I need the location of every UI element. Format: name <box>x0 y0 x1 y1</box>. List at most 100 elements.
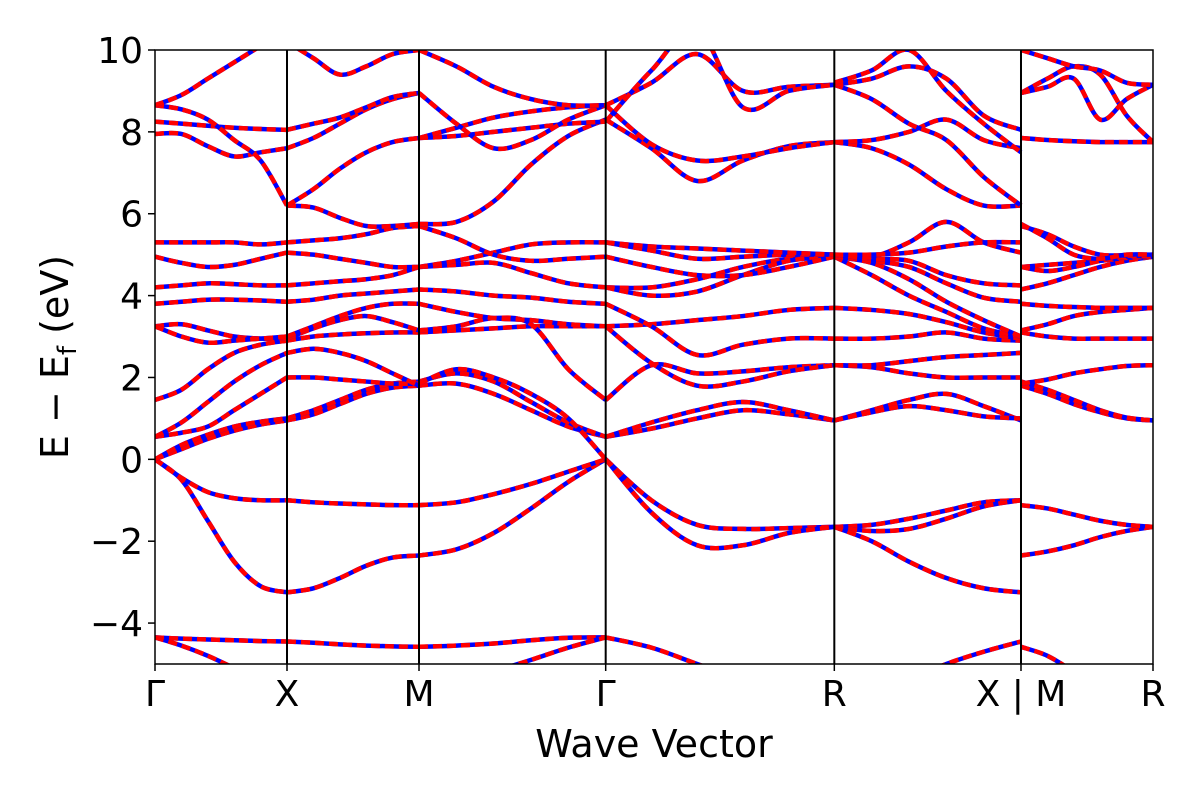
band-line <box>834 330 1022 343</box>
y-tick-label: −4 <box>90 604 143 645</box>
band-line <box>604 103 835 164</box>
band-line-base <box>286 498 420 508</box>
y-tick-label: −2 <box>90 522 143 563</box>
band-line-base <box>286 203 420 229</box>
band-line <box>418 366 608 461</box>
x-axis-title: Wave Vector <box>535 722 773 766</box>
band-line-base <box>1020 644 1066 664</box>
band-line <box>833 82 1023 208</box>
band-line <box>155 418 288 462</box>
band-line <box>418 457 607 558</box>
x-axis-ticks: Γ X M Γ R X | M R <box>145 664 1166 715</box>
band-line-base <box>510 635 607 664</box>
band-line <box>155 375 289 440</box>
band-line <box>833 403 1022 423</box>
kpoint-divider-lines <box>286 50 1022 664</box>
band-line <box>418 457 607 508</box>
band-line <box>604 324 835 389</box>
band-line-base <box>286 264 420 288</box>
band-line <box>295 50 420 77</box>
y-tick-label: 4 <box>120 277 143 318</box>
band-line <box>834 117 1022 151</box>
band-line <box>155 457 288 503</box>
band-line <box>418 287 606 307</box>
band-line-base <box>940 639 1022 664</box>
band-line <box>286 553 420 595</box>
band-line <box>833 139 1022 209</box>
y-tick-label: 0 <box>120 440 143 481</box>
band-line-base <box>286 375 420 387</box>
band-line <box>834 498 1022 530</box>
band-line <box>1020 75 1153 123</box>
band-line-base <box>155 297 288 307</box>
band-line-base <box>1020 135 1153 145</box>
band-line <box>155 635 231 664</box>
band-line <box>604 361 835 402</box>
band-line <box>286 346 420 388</box>
band-line-base <box>1020 362 1153 386</box>
band-line <box>1020 379 1153 423</box>
band-line-base <box>155 635 288 644</box>
band-line <box>155 103 289 207</box>
band-line <box>418 323 606 335</box>
band-line-base <box>1020 254 1153 292</box>
band-line-base <box>286 639 420 650</box>
band-line <box>286 313 420 341</box>
band-line <box>605 305 835 329</box>
y-tick-label: 10 <box>97 31 143 72</box>
x-tick-label: X <box>275 674 300 715</box>
band-line-base <box>155 239 288 247</box>
y-tick-label: 2 <box>120 358 143 399</box>
band-line <box>833 254 1022 339</box>
band-line <box>834 350 1022 368</box>
band-line <box>605 399 835 439</box>
band-line-base <box>1020 502 1153 530</box>
band-line <box>155 130 288 159</box>
x-tick-label: Γ <box>596 674 616 715</box>
band-line <box>603 457 835 551</box>
band-line <box>833 524 1022 595</box>
band-line-base <box>155 250 288 270</box>
y-tick-label: 8 <box>120 113 143 154</box>
band-line-base <box>1020 524 1153 558</box>
band-line-base <box>1020 301 1153 311</box>
band-line-base <box>1020 330 1153 341</box>
band-line <box>417 91 607 152</box>
band-line <box>834 239 1022 258</box>
band-line <box>418 301 606 329</box>
band-line <box>604 50 835 124</box>
band-line <box>155 50 259 108</box>
band-line <box>605 240 835 257</box>
band-line <box>833 50 1023 155</box>
x-tick-label: R <box>1140 674 1165 715</box>
band-line <box>605 254 835 279</box>
band-line <box>418 635 606 650</box>
band-line <box>285 135 420 208</box>
y-tick-label: 6 <box>120 195 143 236</box>
band-line <box>418 119 606 141</box>
y-axis-title: E − Ef (eV) <box>33 255 83 459</box>
band-line <box>418 315 608 402</box>
band-line <box>418 260 606 290</box>
band-line <box>418 223 606 264</box>
band-line <box>418 371 607 439</box>
band-line-base <box>286 287 420 304</box>
band-line <box>834 498 1022 534</box>
x-tick-label: R <box>822 674 847 715</box>
band-line-base <box>155 281 288 290</box>
band-line-base <box>155 324 288 346</box>
band-line-base <box>286 330 420 343</box>
band-line <box>834 219 1022 260</box>
band-line <box>286 90 420 133</box>
x-tick-label: X | M <box>976 674 1067 715</box>
plot-frame <box>154 49 1154 665</box>
band-line <box>418 381 607 439</box>
band-line <box>834 305 1022 341</box>
x-tick-label: M <box>403 674 434 715</box>
band-line <box>1020 50 1153 88</box>
x-tick-label: Γ <box>145 674 165 715</box>
band-line <box>833 64 1022 132</box>
band-line <box>155 350 288 439</box>
